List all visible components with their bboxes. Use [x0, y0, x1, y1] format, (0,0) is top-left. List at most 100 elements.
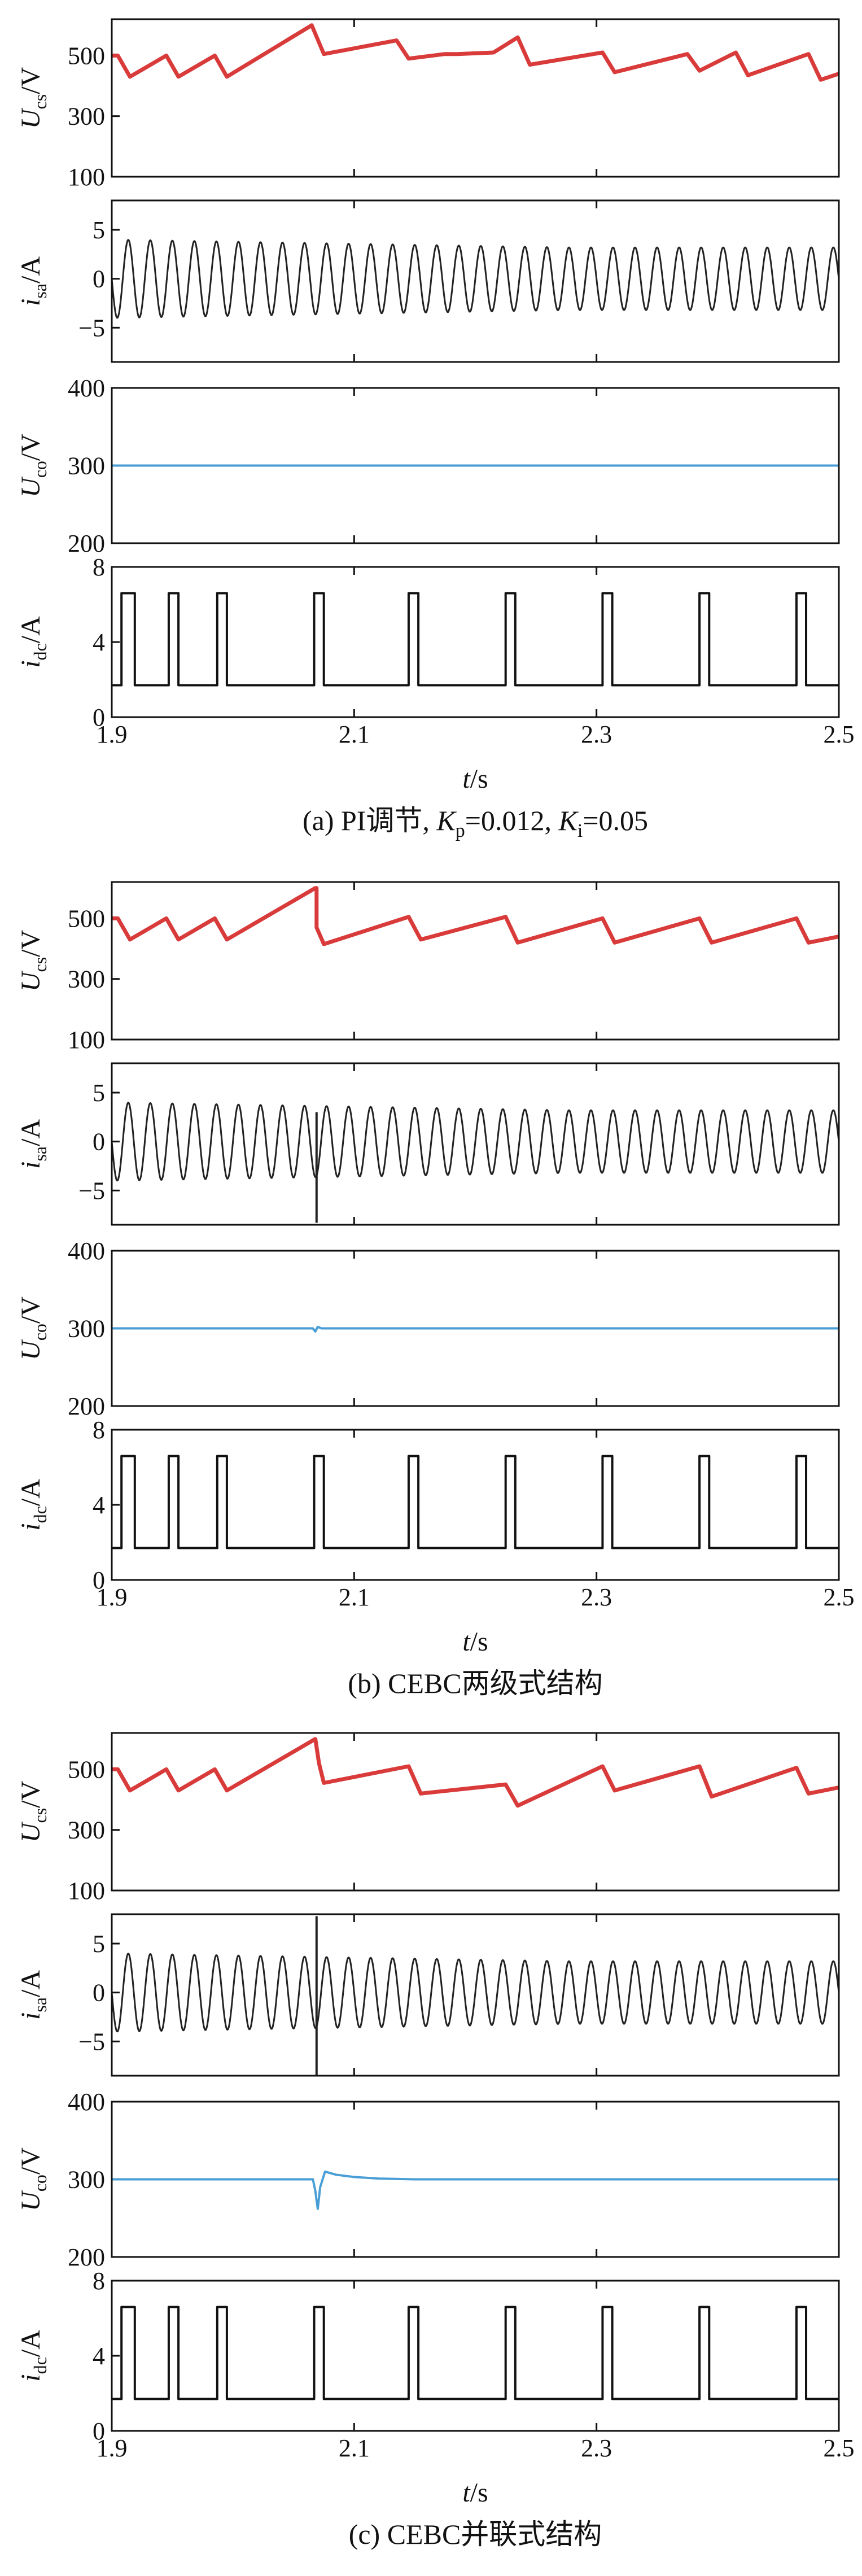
- y-tick-label: 0: [93, 2417, 105, 2445]
- y-tick-label: 300: [68, 103, 105, 130]
- panel-a: 500300100Ucs/V50−5isa/A400300200Uco/V840…: [16, 18, 855, 841]
- y-tick-label: 400: [68, 2088, 105, 2116]
- axes-frame: [111, 2101, 840, 2258]
- y-axis-label: Ucs/V: [16, 1781, 50, 1843]
- subplot-isa: 5 0 −5 isa/A: [16, 1913, 840, 2077]
- y-tick-label: 500: [68, 1756, 105, 1783]
- y-tick-label: 4: [93, 2342, 105, 2370]
- axes-frame: [111, 199, 840, 363]
- subplot-uco: 400 300 200 Uco/V: [16, 374, 840, 557]
- x-tick-label: 2.3: [581, 721, 612, 748]
- y-tick-label: 100: [68, 163, 105, 191]
- subplot-isa: 5 0 −5 isa/A: [16, 1062, 840, 1226]
- series-isa: [112, 239, 839, 319]
- y-tick-label: −5: [78, 1177, 105, 1204]
- y-axis-label: Uco/V: [16, 2147, 50, 2211]
- panel-caption: (c) CEBC并联式结构: [349, 2518, 602, 2550]
- y-axis-label: isa/A: [16, 1970, 50, 2020]
- series-isa: [112, 1102, 839, 1182]
- axes-frame: [111, 1913, 840, 2077]
- axes-frame: [111, 566, 840, 718]
- x-tick-label: 2.3: [581, 1583, 612, 1611]
- subplot-idc: 8 4 0 idc/A: [16, 2267, 840, 2445]
- axes-frame: [111, 18, 840, 178]
- subplot-isa: 5 0 −5 isa/A: [16, 199, 840, 363]
- y-tick-label: 300: [68, 1817, 105, 1844]
- series-ucs: [112, 886, 839, 946]
- series-idc: [112, 2306, 839, 2400]
- y-tick-label: 200: [68, 1392, 105, 1420]
- y-axis-label: Ucs/V: [16, 67, 50, 129]
- y-tick-label: 5: [93, 1930, 105, 1958]
- series-idc: [112, 592, 839, 687]
- y-tick-label: 5: [93, 216, 105, 244]
- x-tick-label: 1.9: [97, 2434, 128, 2462]
- series-uco: [112, 1325, 839, 1333]
- y-axis-label: idc/A: [16, 1479, 50, 1531]
- panel-caption: (b) CEBC两级式结构: [348, 1667, 602, 1699]
- panel-caption: (a) PI调节, Kp=0.012, Ki=0.05: [303, 805, 648, 841]
- axes-frame: [111, 2280, 840, 2432]
- axes-frame: [111, 1250, 840, 1407]
- panel-c: 500300100Ucs/V50−5isa/A400300200Uco/V840…: [16, 1732, 855, 2550]
- series-isa: [112, 1953, 839, 2033]
- y-tick-label: 0: [93, 1128, 105, 1156]
- subplot-uco: 400 300 200 Uco/V: [16, 2088, 840, 2271]
- x-axis-label: t/s: [462, 1627, 488, 1657]
- series-ucs: [112, 23, 839, 82]
- x-axis-label: t/s: [462, 764, 488, 794]
- subplot-idc: 8 4 0 idc/A: [16, 553, 840, 731]
- y-tick-label: 0: [93, 704, 105, 731]
- x-tick-label: 2.1: [339, 2434, 370, 2462]
- axes-frame: [111, 1429, 840, 1581]
- x-tick-label: 2.5: [824, 1583, 855, 1611]
- y-tick-label: 4: [93, 628, 105, 656]
- x-tick-label: 1.9: [97, 721, 128, 748]
- y-tick-label: 8: [93, 2267, 105, 2295]
- subplot-uco: 400 300 200 Uco/V: [16, 1237, 840, 1420]
- y-axis-label: isa/A: [16, 1119, 50, 1169]
- y-tick-label: −5: [78, 2028, 105, 2055]
- panel-b: 500300100Ucs/V50−5isa/A400300200Uco/V840…: [16, 881, 855, 1699]
- y-tick-label: 500: [68, 42, 105, 69]
- y-axis-label: idc/A: [16, 2330, 50, 2382]
- y-tick-label: 300: [68, 452, 105, 480]
- y-axis-label: idc/A: [16, 616, 50, 668]
- axes-frame: [111, 1062, 840, 1226]
- y-tick-label: 300: [68, 966, 105, 993]
- y-tick-label: 300: [68, 2166, 105, 2194]
- series-uco: [112, 2170, 839, 2210]
- axes-frame: [111, 881, 840, 1041]
- series-idc: [112, 1455, 839, 1549]
- subplot-ucs: 500 300 100 Ucs/V: [16, 1732, 840, 1905]
- y-tick-label: 500: [68, 905, 105, 932]
- axes-frame: [111, 387, 840, 544]
- x-tick-label: 2.1: [339, 721, 370, 748]
- x-axis-label: t/s: [462, 2478, 488, 2508]
- y-tick-label: 400: [68, 1237, 105, 1265]
- x-tick-label: 2.5: [824, 721, 855, 748]
- y-axis-label: Uco/V: [16, 434, 50, 497]
- y-tick-label: 5: [93, 1079, 105, 1107]
- y-axis-label: Uco/V: [16, 1296, 50, 1360]
- subplot-idc: 8 4 0 idc/A: [16, 1416, 840, 1594]
- series-ucs: [112, 1737, 839, 1808]
- y-tick-label: −5: [78, 314, 105, 342]
- y-tick-label: 0: [93, 1566, 105, 1594]
- x-tick-label: 2.3: [581, 2434, 612, 2462]
- y-tick-label: 200: [68, 2243, 105, 2271]
- y-tick-label: 300: [68, 1315, 105, 1343]
- axes-frame: [111, 1732, 840, 1892]
- subplot-ucs: 500 300 100 Ucs/V: [16, 18, 840, 191]
- y-tick-label: 4: [93, 1491, 105, 1519]
- y-tick-label: 0: [93, 1979, 105, 2007]
- y-tick-label: 200: [68, 530, 105, 557]
- y-axis-label: isa/A: [16, 256, 50, 306]
- y-axis-label: Ucs/V: [16, 930, 50, 992]
- y-tick-label: 8: [93, 1416, 105, 1444]
- subplot-ucs: 500 300 100 Ucs/V: [16, 881, 840, 1054]
- x-tick-label: 1.9: [97, 1583, 128, 1611]
- y-tick-label: 100: [68, 1877, 105, 1905]
- y-tick-label: 0: [93, 265, 105, 293]
